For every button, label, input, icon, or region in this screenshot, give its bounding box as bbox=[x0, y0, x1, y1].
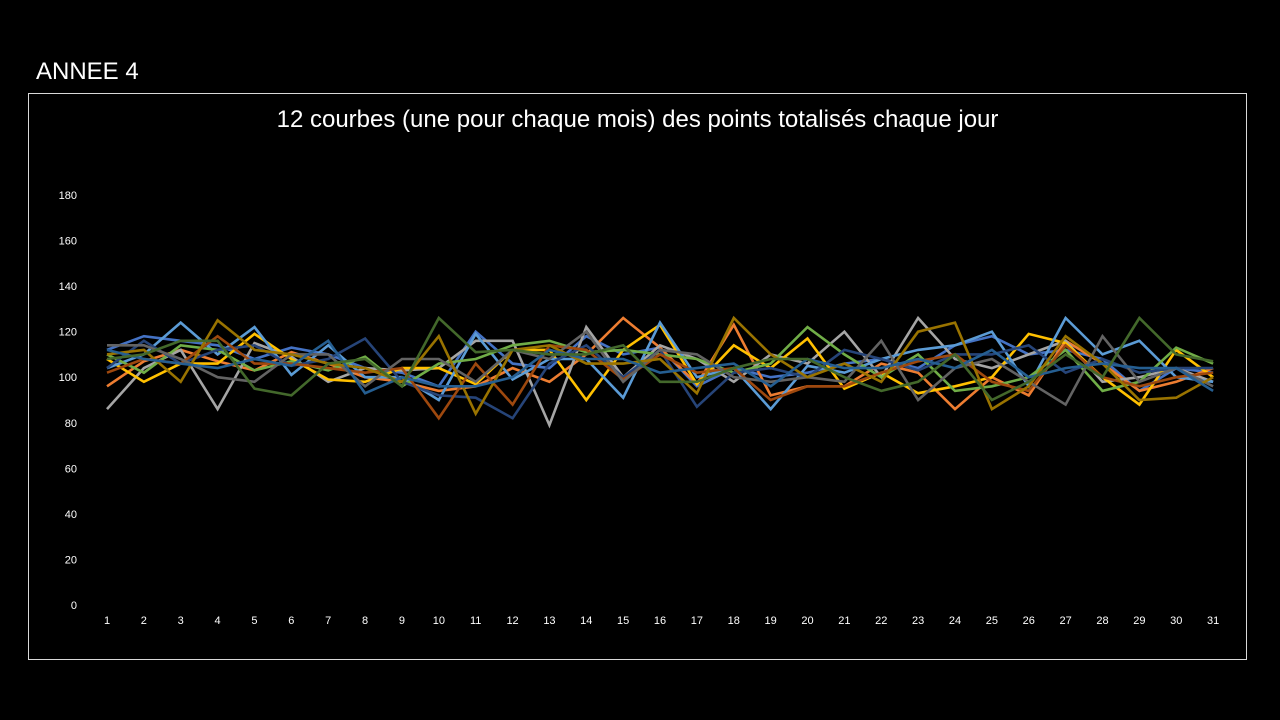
y-tick-label: 100 bbox=[59, 372, 77, 384]
x-tick-label: 14 bbox=[580, 615, 592, 627]
y-tick-label: 40 bbox=[65, 509, 77, 521]
chart-frame: 12 courbes (une pour chaque mois) des po… bbox=[28, 93, 1247, 660]
y-tick-label: 120 bbox=[59, 327, 77, 339]
x-tick-label: 19 bbox=[765, 615, 777, 627]
x-tick-label: 17 bbox=[691, 615, 703, 627]
x-tick-label: 16 bbox=[654, 615, 666, 627]
y-tick-label: 20 bbox=[65, 554, 77, 566]
x-tick-label: 5 bbox=[251, 615, 257, 627]
x-tick-label: 1 bbox=[104, 615, 110, 627]
x-tick-label: 22 bbox=[875, 615, 887, 627]
series-line-3 bbox=[106, 315, 1214, 429]
x-tick-label: 29 bbox=[1133, 615, 1145, 627]
slide-title: ANNEE 4 bbox=[36, 58, 139, 85]
x-tick-label: 15 bbox=[617, 615, 629, 627]
x-tick-label: 8 bbox=[362, 615, 368, 627]
y-tick-label: 80 bbox=[65, 418, 77, 430]
y-tick-label: 0 bbox=[71, 600, 77, 612]
x-tick-label: 27 bbox=[1059, 615, 1071, 627]
x-tick-label: 3 bbox=[178, 615, 184, 627]
x-tick-label: 28 bbox=[1096, 615, 1108, 627]
series-line-2 bbox=[106, 316, 1214, 411]
x-tick-label: 2 bbox=[141, 615, 147, 627]
x-tick-label: 24 bbox=[949, 615, 961, 627]
series-line-12 bbox=[106, 315, 1214, 402]
x-tick-label: 4 bbox=[215, 615, 221, 627]
x-tick-label: 12 bbox=[506, 615, 518, 627]
series-line-10 bbox=[106, 315, 1214, 417]
x-tick-label: 20 bbox=[801, 615, 813, 627]
y-tick-label: 180 bbox=[59, 190, 77, 202]
y-tick-label: 140 bbox=[59, 281, 77, 293]
series-line-11 bbox=[106, 339, 1214, 395]
x-tick-label: 13 bbox=[543, 615, 555, 627]
x-tick-label: 31 bbox=[1207, 615, 1219, 627]
x-tick-label: 25 bbox=[986, 615, 998, 627]
x-tick-label: 26 bbox=[1023, 615, 1035, 627]
x-tick-label: 6 bbox=[288, 615, 294, 627]
x-tick-label: 11 bbox=[470, 615, 481, 627]
x-tick-label: 7 bbox=[325, 615, 331, 627]
y-tick-label: 160 bbox=[59, 236, 77, 248]
y-tick-label: 60 bbox=[65, 463, 77, 475]
x-tick-label: 23 bbox=[912, 615, 924, 627]
chart-title: 12 courbes (une pour chaque mois) des po… bbox=[276, 106, 999, 133]
x-tick-label: 21 bbox=[838, 615, 850, 627]
x-tick-label: 30 bbox=[1170, 615, 1182, 627]
x-tick-label: 9 bbox=[399, 615, 405, 627]
x-tick-label: 18 bbox=[728, 615, 740, 627]
series-line-8 bbox=[106, 334, 1214, 421]
x-tick-label: 10 bbox=[433, 615, 445, 627]
